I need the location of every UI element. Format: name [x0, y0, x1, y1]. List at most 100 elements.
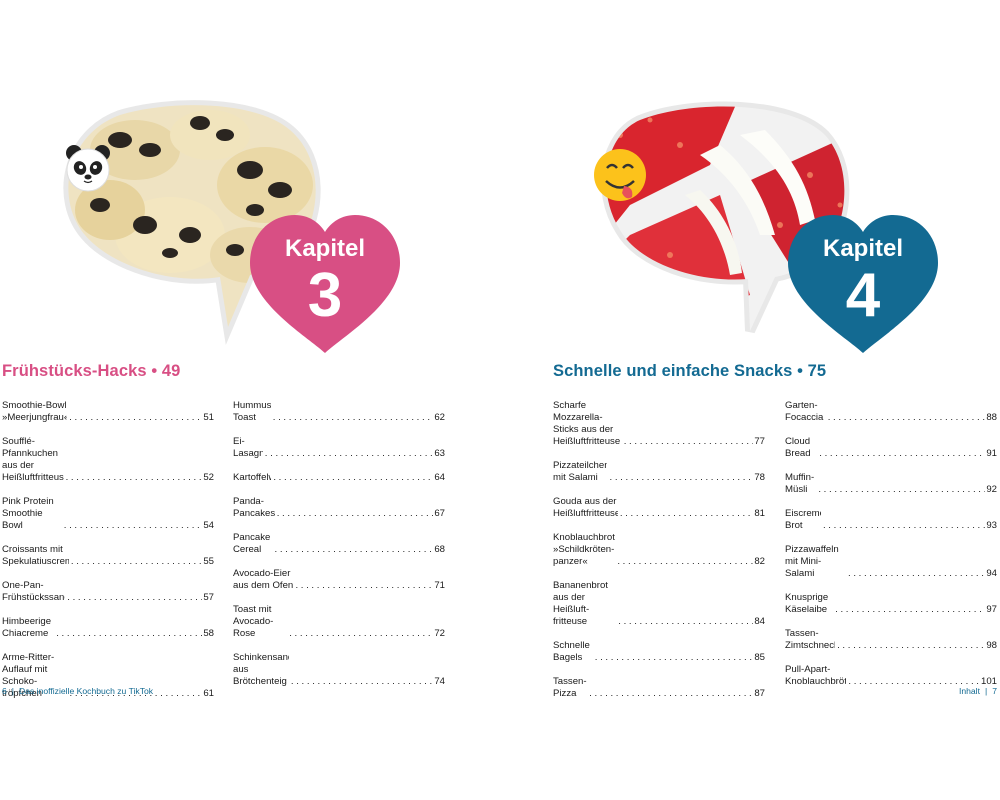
toc-entry-title: Cloud Bread: [785, 436, 811, 459]
toc-entry-page: 71: [434, 580, 445, 591]
toc-entry[interactable]: Panda-Pancakes 67: [233, 496, 445, 520]
toc-entry-title: Pink Protein Smoothie Bowl: [2, 496, 54, 531]
page-footer: Inhalt | 7: [959, 686, 997, 696]
toc-column-1: Scharfe Mozzarella-Sticks aus der Heißlu…: [553, 400, 765, 712]
toc-entry[interactable]: Scharfe Mozzarella-Sticks aus der Heißlu…: [553, 400, 765, 448]
chapter-heart-badge: Kapitel 4: [788, 215, 938, 353]
toc-entry[interactable]: Arme-Ritter-Auflauf mit Schoko- tröpfche…: [2, 652, 214, 700]
toc-entry-page: 61: [203, 688, 214, 699]
toc-entry-page: 81: [754, 508, 765, 519]
toc-leader-dots: [615, 556, 753, 568]
toc-column-1: Smoothie-Bowl »Meerjungfrau« 51 Soufflé-Pf…: [2, 400, 214, 712]
page-number: 6: [2, 686, 7, 696]
right-page: Kapitel 4 Schnelle und einfache Snacks •…: [500, 0, 1000, 800]
toc-leader-dots: [821, 520, 985, 532]
toc-entry[interactable]: Knoblauchbrot »Schildkröten- panzer« 82: [553, 532, 765, 568]
toc-entry-title: Eiscreme-Brot: [785, 508, 821, 531]
toc-entry[interactable]: Avocado-Eier aus dem Ofen 71: [233, 568, 445, 592]
toc-leader-dots: [618, 508, 754, 520]
toc-entry[interactable]: Himbeerige Chiacreme 58: [2, 616, 214, 640]
toc-entry[interactable]: Muffin-Müsli 92: [785, 472, 997, 496]
toc-leader-dots: [287, 628, 433, 640]
toc-entry[interactable]: Toast mit Avocado-Rose 72: [233, 604, 445, 640]
toc-entry[interactable]: Pink Protein Smoothie Bowl 54: [2, 496, 214, 532]
toc-entry-page: 55: [203, 556, 214, 567]
toc-entry-page: 94: [986, 568, 997, 579]
toc-leader-dots: [817, 448, 985, 460]
toc-entry-page: 72: [434, 628, 445, 639]
toc-entry[interactable]: Bananenbrot aus der Heißluft- fritteuse 8…: [553, 580, 765, 628]
toc-entry[interactable]: Pizzawaffeln mit Mini-Salami 94: [785, 544, 997, 580]
toc-entry-page: 63: [434, 448, 445, 459]
toc-column-2: Garten-Focaccia 88 Cloud Bread 91 Muffin-Müs…: [785, 400, 997, 700]
toc-entry-title: Toast mit Avocado-Rose: [233, 604, 274, 639]
toc-entry-title: Garten-Focaccia: [785, 400, 824, 423]
toc-entry-page: 77: [754, 436, 765, 447]
toc-entry-page: 57: [203, 592, 214, 603]
toc-leader-dots: [69, 556, 202, 568]
toc-entry-page: 97: [986, 604, 997, 615]
toc-entry[interactable]: Gouda aus der Heißluftfritteuse 81: [553, 496, 765, 520]
toc-entry[interactable]: Eiscreme-Brot 93: [785, 508, 997, 532]
section-name: Inhalt: [958, 686, 980, 696]
toc-entry-title: Ei-Lasagne: [233, 436, 263, 459]
toc-leader-dots: [846, 568, 985, 580]
toc-entry[interactable]: Croissants mit Spekulatiuscreme 55: [2, 544, 214, 568]
toc-entry-title: Pull-Apart-Knoblauchbrötchen: [785, 664, 847, 687]
toc-leader-dots: [65, 592, 202, 604]
chapter-word: Kapitel: [285, 235, 365, 262]
toc-entry-title: Scharfe Mozzarella-Sticks aus der Heißlu…: [553, 400, 621, 447]
toc-entry[interactable]: Pull-Apart-Knoblauchbrötchen 101: [785, 664, 997, 688]
left-page: Kapitel 3 Frühstücks-Hacks • 49 Smoothie…: [0, 0, 500, 800]
toc-entry[interactable]: Schinkensandwiches aus Brötchenteig 74: [233, 652, 445, 688]
toc-leader-dots: [275, 508, 434, 520]
toc-column-2: Hummus-Toast 62 Ei-Lasagne 63 Kartoffelwaffe…: [233, 400, 445, 700]
toc-entry-title: Croissants mit Spekulatiuscreme: [2, 544, 69, 567]
toc-leader-dots: [293, 580, 433, 592]
toc-leader-dots: [54, 628, 202, 640]
toc-entry-title: Pancake Cereal: [233, 532, 271, 555]
toc-entry[interactable]: Knusprige Käselaibe 97: [785, 592, 997, 616]
toc-entry-page: 68: [434, 544, 445, 555]
toc-entry-title: Panda-Pancakes: [233, 496, 275, 519]
toc-entry[interactable]: Soufflé-Pfannkuchen aus der Heißluftfrit…: [2, 436, 214, 484]
chapter-3-artwork: Kapitel 3: [63, 100, 400, 353]
toc-leader-dots: [833, 604, 985, 616]
toc-entry-page: 52: [203, 472, 214, 483]
speech-bubble: [601, 101, 850, 334]
toc-entry-page: 88: [986, 412, 997, 423]
toc-leader-dots: [62, 520, 203, 532]
footer-separator: |: [984, 686, 988, 696]
toc-entry[interactable]: Hummus-Toast 62: [233, 400, 445, 424]
toc-leader-dots: [835, 640, 985, 652]
chapter-4-artwork: Kapitel 4: [594, 101, 938, 353]
toc-leader-dots: [607, 472, 753, 484]
toc-entry[interactable]: Pancake Cereal 68: [233, 532, 445, 556]
toc-entry[interactable]: Kartoffelwaffeln 64: [233, 472, 445, 484]
toc-entry-title: Arme-Ritter-Auflauf mit Schoko- tröpfche…: [2, 652, 55, 699]
toc-entry[interactable]: Garten-Focaccia 88: [785, 400, 997, 424]
chapter-word: Kapitel: [823, 235, 903, 262]
toc-entry-page: 98: [986, 640, 997, 651]
chapter-title: Frühstücks-Hacks • 49: [2, 362, 181, 380]
toc-entry[interactable]: Schnelle Bagels 85: [553, 640, 765, 664]
toc-entry-title: Schinkensandwiches aus Brötchenteig: [233, 652, 289, 687]
toc-leader-dots: [271, 412, 434, 424]
toc-entry-page: 91: [986, 448, 997, 459]
toc-leader-dots: [289, 676, 433, 688]
toc-entry[interactable]: One-Pan-Frühstückssandwich 57: [2, 580, 214, 604]
toc-entry-page: 62: [434, 412, 445, 423]
toc-entry[interactable]: Smoothie-Bowl »Meerjungfrau« 51: [2, 400, 214, 424]
toc-entry[interactable]: Pizzateilchen mit Salami 78: [553, 460, 765, 484]
toc-entry[interactable]: Cloud Bread 91: [785, 436, 997, 460]
toc-entry-page: 82: [754, 556, 765, 567]
chapter-heart-badge: Kapitel 3: [250, 215, 400, 353]
toc-entry-title: Avocado-Eier aus dem Ofen: [233, 568, 294, 591]
toc-leader-dots: [64, 472, 203, 484]
toc-entry[interactable]: Ei-Lasagne 63: [233, 436, 445, 460]
toc-entry[interactable]: Tassen-Pizza 87: [553, 676, 765, 700]
chapter-number: 4: [846, 261, 881, 330]
toc-entry[interactable]: Tassen-Zimtschnecke 98: [785, 628, 997, 652]
toc-entry-page: 87: [754, 688, 765, 699]
toc-leader-dots: [826, 412, 986, 424]
